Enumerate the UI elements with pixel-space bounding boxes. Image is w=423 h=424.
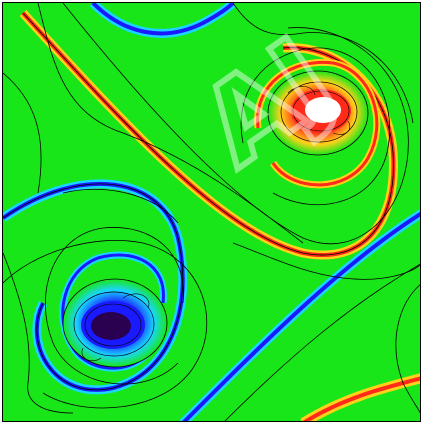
streamline-contours	[3, 3, 420, 421]
vorticity-contour-svg	[3, 3, 420, 421]
positive-vortex-arms	[19, 9, 420, 421]
negative-vortex-arms	[3, 3, 420, 421]
positive-vortex-core	[267, 70, 369, 156]
negative-vortex-core	[62, 278, 168, 368]
